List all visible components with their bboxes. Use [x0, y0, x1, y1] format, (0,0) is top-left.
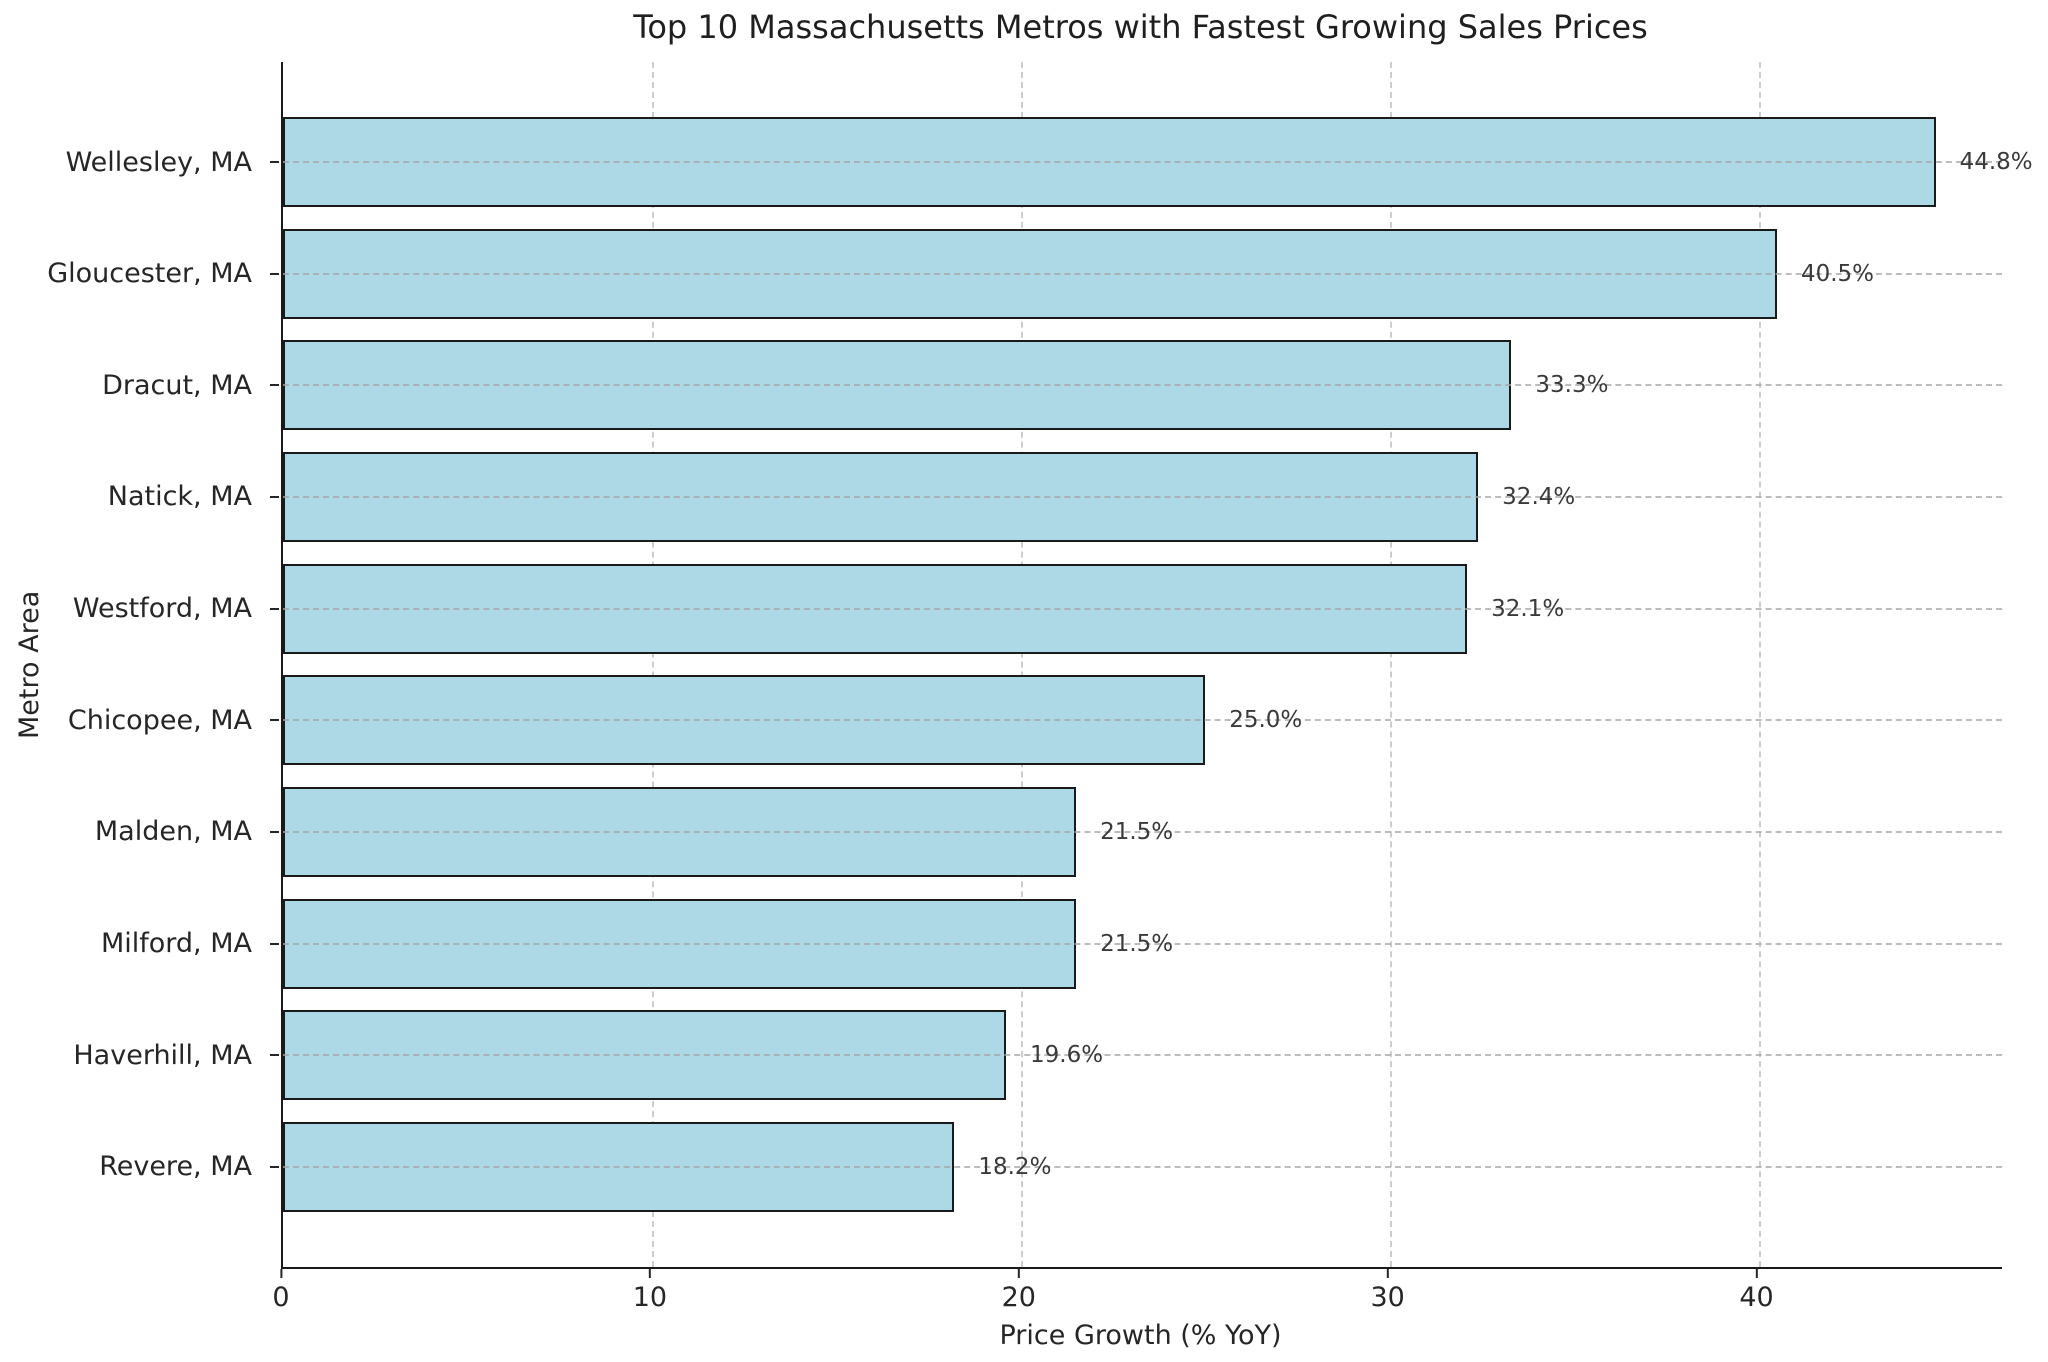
y-tick-label: Gloucester, MA: [0, 229, 279, 319]
bar-value-label: 21.5%: [1100, 818, 1174, 845]
y-tick-label: Milford, MA: [0, 899, 279, 989]
x-tick: 10: [633, 1269, 667, 1313]
bar-row: 32.1%: [283, 563, 2002, 654]
x-tick-label: 10: [632, 1282, 668, 1313]
vertical-gridlines: [283, 62, 2002, 1267]
bar-value-label: 18.2%: [978, 1153, 1052, 1180]
x-tick-mark: [1386, 1269, 1389, 1278]
y-gridline: [283, 495, 2002, 498]
y-tick-label: Revere, MA: [0, 1122, 279, 1212]
bar-row: 21.5%: [283, 786, 2002, 877]
x-tick: 0: [272, 1269, 290, 1313]
x-gridline: [1758, 62, 1761, 1267]
y-tick-label: Malden, MA: [0, 787, 279, 877]
y-tick-label: Wellesley, MA: [0, 117, 279, 207]
bar-value-label: 19.6%: [1030, 1042, 1104, 1069]
y-gridline: [283, 161, 2002, 163]
x-gridline: [651, 62, 654, 1267]
y-tick-label: Natick, MA: [0, 452, 279, 542]
x-tick-label: 40: [1739, 1282, 1774, 1313]
x-tick-row: 0 10 20 30 40: [272, 1269, 2000, 1329]
bar-value-label: 32.1%: [1491, 595, 1565, 622]
y-tick-label-column: Wellesley, MA Gloucester, MA Dracut, MA Nat…: [0, 62, 279, 1267]
bar-row: 18.2%: [283, 1121, 2002, 1212]
x-tick-label: 30: [1370, 1282, 1405, 1313]
bar-row: 32.4%: [283, 451, 2002, 542]
x-gridline: [1020, 62, 1023, 1267]
bar-row: 25.0%: [283, 675, 2002, 766]
bar-row: 19.6%: [283, 1010, 2002, 1101]
y-gridline: [283, 942, 2002, 945]
y-gridline: [283, 1054, 2002, 1057]
x-gridline: [1389, 62, 1392, 1267]
x-tick-label: 0: [272, 1282, 290, 1313]
bar-value-label: 33.3%: [1535, 372, 1609, 399]
x-tick-mark: [1755, 1269, 1758, 1278]
chart-title: Top 10 Massachusetts Metros with Fastest…: [633, 8, 1648, 46]
bar-value-label: 25.0%: [1229, 707, 1303, 734]
y-gridline: [283, 719, 2002, 722]
x-tick: 30: [1370, 1269, 1405, 1313]
bar-value-label: 21.5%: [1100, 930, 1174, 957]
bars-container: 44.8% 40.5% 33.3% 32.4% 32.1% 25.0% 21.5% 21.5%…: [283, 62, 2033, 1267]
x-axis-title: Price Growth (% YoY): [999, 1320, 1282, 1351]
bar-value-label: 40.5%: [1800, 260, 1875, 287]
plot-area: 44.8% 40.5% 33.3% 32.4% 32.1% 25.0% 21.5% 21.5%…: [281, 62, 2033, 1269]
x-tick-mark: [1017, 1269, 1020, 1278]
y-gridline: [283, 384, 2002, 387]
y-tick-label: Westford, MA: [0, 564, 279, 654]
y-gridline: [283, 272, 2002, 275]
x-tick: 40: [1739, 1269, 1774, 1313]
x-tick-label: 20: [1001, 1282, 1036, 1313]
y-tick-label: Chicopee, MA: [0, 675, 279, 765]
y-tick-label: Dracut, MA: [0, 340, 279, 430]
bar-row: 21.5%: [283, 898, 2002, 989]
x-tick: 20: [1002, 1269, 1036, 1313]
bar-row: 33.3%: [283, 340, 2002, 431]
y-gridline: [283, 830, 2002, 833]
x-tick-mark: [648, 1269, 651, 1278]
bar-value-label: 32.4%: [1502, 483, 1576, 510]
bar-row: 44.8%: [283, 117, 2033, 207]
bar-row: 40.5%: [283, 228, 2002, 319]
y-gridline: [283, 607, 2002, 610]
y-tick-label: Haverhill, MA: [0, 1010, 279, 1100]
y-gridline: [283, 1165, 2002, 1168]
bar-value-label: 44.8%: [1959, 149, 2033, 175]
x-tick-mark: [280, 1269, 282, 1278]
